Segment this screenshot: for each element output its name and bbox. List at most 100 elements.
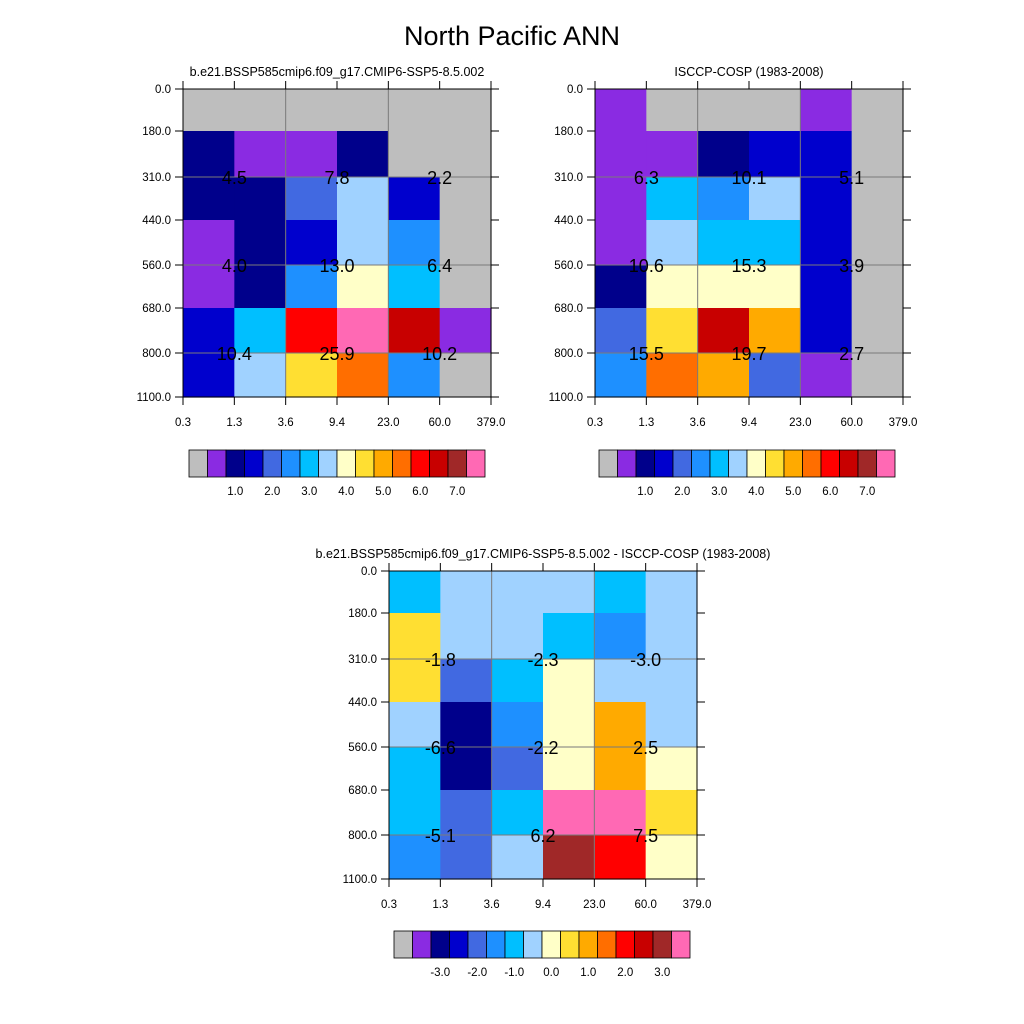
- colorbar-box: [207, 449, 227, 478]
- y-tick-label: 0.0: [361, 566, 377, 578]
- colorbar-box: [466, 449, 486, 478]
- heatmap-cell: [388, 220, 441, 266]
- data-label: 7.5: [633, 826, 658, 846]
- colorbar-box: [541, 930, 561, 959]
- data-label: -2.3: [527, 650, 558, 670]
- x-tick-label: 3.6: [278, 417, 294, 429]
- heatmap-cell: [183, 220, 235, 266]
- colorbar-box: [262, 449, 282, 478]
- data-label: 19.7: [731, 344, 766, 364]
- data-label: 15.3: [731, 256, 766, 276]
- heatmap-cell: [646, 220, 699, 266]
- heatmap-cell: [183, 89, 235, 132]
- figure-title: North Pacific ANN: [404, 21, 620, 51]
- heatmap-cell: [594, 659, 647, 703]
- heatmap-cell: [439, 265, 492, 309]
- data-label: 3.9: [839, 256, 864, 276]
- colorbar-box: [447, 449, 467, 478]
- heatmap-cell: [388, 265, 441, 309]
- x-tick-label: 0.3: [587, 417, 603, 429]
- heatmap-cell: [285, 177, 338, 221]
- x-tick-label: 1.3: [226, 417, 242, 429]
- heatmap-cell: [645, 659, 698, 703]
- heatmap-cell: [749, 353, 801, 398]
- y-tick-label: 680.0: [554, 303, 583, 315]
- heatmap-cell: [800, 131, 853, 178]
- heatmap-cell: [595, 131, 647, 178]
- y-tick-label: 560.0: [142, 260, 171, 272]
- heatmap-cell: [646, 177, 699, 221]
- x-tick-label: 23.0: [789, 417, 811, 429]
- heatmap-cell: [594, 613, 647, 660]
- heatmap-cell: [491, 747, 544, 791]
- heatmap-cell: [389, 571, 441, 614]
- heatmap-cell: [337, 220, 389, 266]
- x-tick-label: 9.4: [329, 417, 346, 429]
- heatmap-cell: [388, 131, 441, 178]
- panel-difference: b.e21.BSSP585cmip6.f09_g17.CMIP6-SSP5-8.…: [316, 547, 771, 979]
- heatmap-cell: [234, 131, 287, 178]
- heatmap-cell: [697, 89, 750, 132]
- colorbar-label: 1.0: [227, 486, 243, 498]
- heatmap-cell: [285, 308, 338, 354]
- heatmap-cell: [183, 265, 235, 309]
- heatmap-cell: [440, 571, 493, 614]
- y-tick-label: 560.0: [554, 260, 583, 272]
- heatmap-cell: [594, 790, 647, 836]
- colorbar-box: [578, 930, 598, 959]
- colorbar-label: 3.0: [711, 486, 727, 498]
- heatmap-cell: [491, 790, 544, 836]
- y-tick-label: 800.0: [554, 348, 583, 360]
- heatmap-cell: [800, 308, 853, 354]
- heatmap-cell: [389, 659, 441, 703]
- heatmap-cell: [285, 131, 338, 178]
- colorbar-box: [429, 449, 449, 478]
- colorbar-box: [746, 449, 766, 478]
- heatmap-cell: [646, 131, 699, 178]
- colorbar-box: [635, 449, 655, 478]
- colorbar-box: [617, 449, 637, 478]
- x-tick-label: 379.0: [889, 417, 918, 429]
- x-tick-label: 3.6: [690, 417, 706, 429]
- heatmap-cell: [851, 308, 904, 354]
- heatmap-cell: [851, 220, 904, 266]
- y-tick-label: 1100.0: [549, 392, 583, 404]
- colorbar-box: [652, 930, 672, 959]
- heatmap-cell: [388, 353, 441, 398]
- data-label: -3.0: [630, 650, 661, 670]
- colorbar-box: [654, 449, 674, 478]
- data-label: 5.1: [839, 168, 864, 188]
- x-tick-label: 0.3: [175, 417, 191, 429]
- y-tick-label: 560.0: [348, 742, 377, 754]
- x-tick-label: 9.4: [535, 899, 552, 911]
- data-label: 4.0: [222, 256, 247, 276]
- heatmap-cell: [389, 835, 441, 880]
- colorbar-label: 5.0: [375, 486, 391, 498]
- heatmap-cell: [595, 353, 647, 398]
- heatmap-cell: [697, 353, 750, 398]
- heatmap-cell: [595, 265, 647, 309]
- colorbar-label: 1.0: [580, 967, 596, 979]
- colorbar-label: -2.0: [467, 967, 487, 979]
- data-label: 10.6: [629, 256, 664, 276]
- heatmap-cell: [646, 353, 699, 398]
- colorbar-box: [783, 449, 803, 478]
- data-label: 2.2: [427, 168, 452, 188]
- panel-title: b.e21.BSSP585cmip6.f09_g17.CMIP6-SSP5-8.…: [316, 547, 771, 561]
- colorbar-box: [598, 449, 618, 478]
- panel-title: b.e21.BSSP585cmip6.f09_g17.CMIP6-SSP5-8.…: [190, 65, 485, 79]
- x-tick-label: 23.0: [377, 417, 399, 429]
- colorbar-box: [504, 930, 524, 959]
- heatmap-cell: [337, 308, 389, 354]
- panel-model: b.e21.BSSP585cmip6.f09_g17.CMIP6-SSP5-8.…: [137, 65, 506, 498]
- x-tick-label: 1.3: [432, 899, 448, 911]
- heatmap-cell: [183, 177, 235, 221]
- heatmap-cell: [234, 308, 287, 354]
- y-tick-label: 680.0: [348, 785, 377, 797]
- heatmap-cell: [439, 177, 492, 221]
- data-label: -2.2: [527, 738, 558, 758]
- colorbar-box: [523, 930, 543, 959]
- heatmap-cell: [749, 131, 801, 178]
- heatmap-cell: [285, 220, 338, 266]
- heatmap-cell: [543, 571, 595, 614]
